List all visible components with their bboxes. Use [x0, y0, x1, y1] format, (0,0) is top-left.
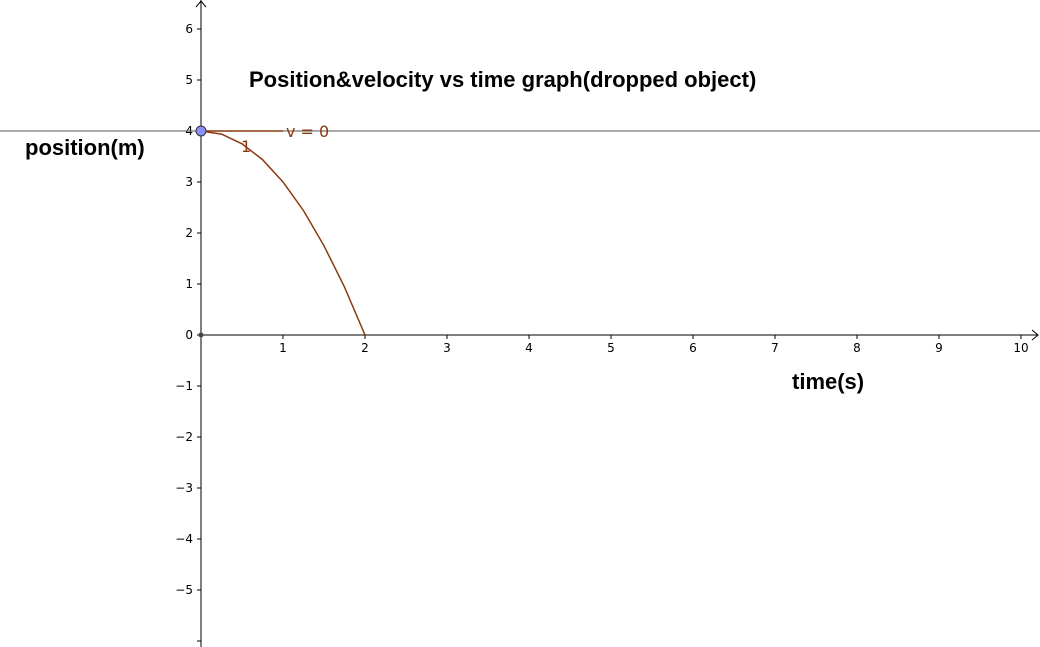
x-tick-label: 7 [771, 341, 779, 355]
x-tick-label: 5 [607, 341, 615, 355]
velocity-label: v = 0 [286, 122, 329, 141]
y-tick-label: −2 [175, 430, 193, 444]
y-tick-label: −3 [175, 481, 193, 495]
x-tick-label: 2 [361, 341, 369, 355]
y-tick-label: 3 [185, 175, 193, 189]
position-curve [200, 130, 366, 336]
x-tick-label: 6 [689, 341, 697, 355]
y-tick-label: −4 [175, 532, 193, 546]
x-tick-label: 1 [279, 341, 287, 355]
x-tick-label: 4 [525, 341, 533, 355]
y-axis-arrow [195, 0, 207, 8]
x-tick-label: 8 [853, 341, 861, 355]
y-tick-label: 6 [185, 22, 193, 36]
y-axis-label: position(m) [25, 135, 145, 160]
chart-title: Position&velocity vs time graph(dropped … [249, 67, 756, 92]
x-axis-arrow [1031, 329, 1039, 341]
x-axis-label: time(s) [792, 369, 864, 394]
y-tick-label: −5 [175, 583, 193, 597]
y-tick-label: 1 [185, 277, 193, 291]
y-tick-label: 2 [185, 226, 193, 240]
x-ticks: 1 2 3 4 5 6 7 8 9 10 [279, 335, 1029, 355]
x-tick-label: 3 [443, 341, 451, 355]
x-tick-label: 9 [935, 341, 943, 355]
origin-point [198, 332, 204, 338]
y-tick-label: −1 [175, 379, 193, 393]
slope-label: 1 [241, 137, 251, 156]
movable-point[interactable] [195, 125, 207, 137]
y-tick-label: 0 [185, 328, 193, 342]
x-tick-label: 10 [1013, 341, 1028, 355]
y-tick-label: 5 [185, 73, 193, 87]
